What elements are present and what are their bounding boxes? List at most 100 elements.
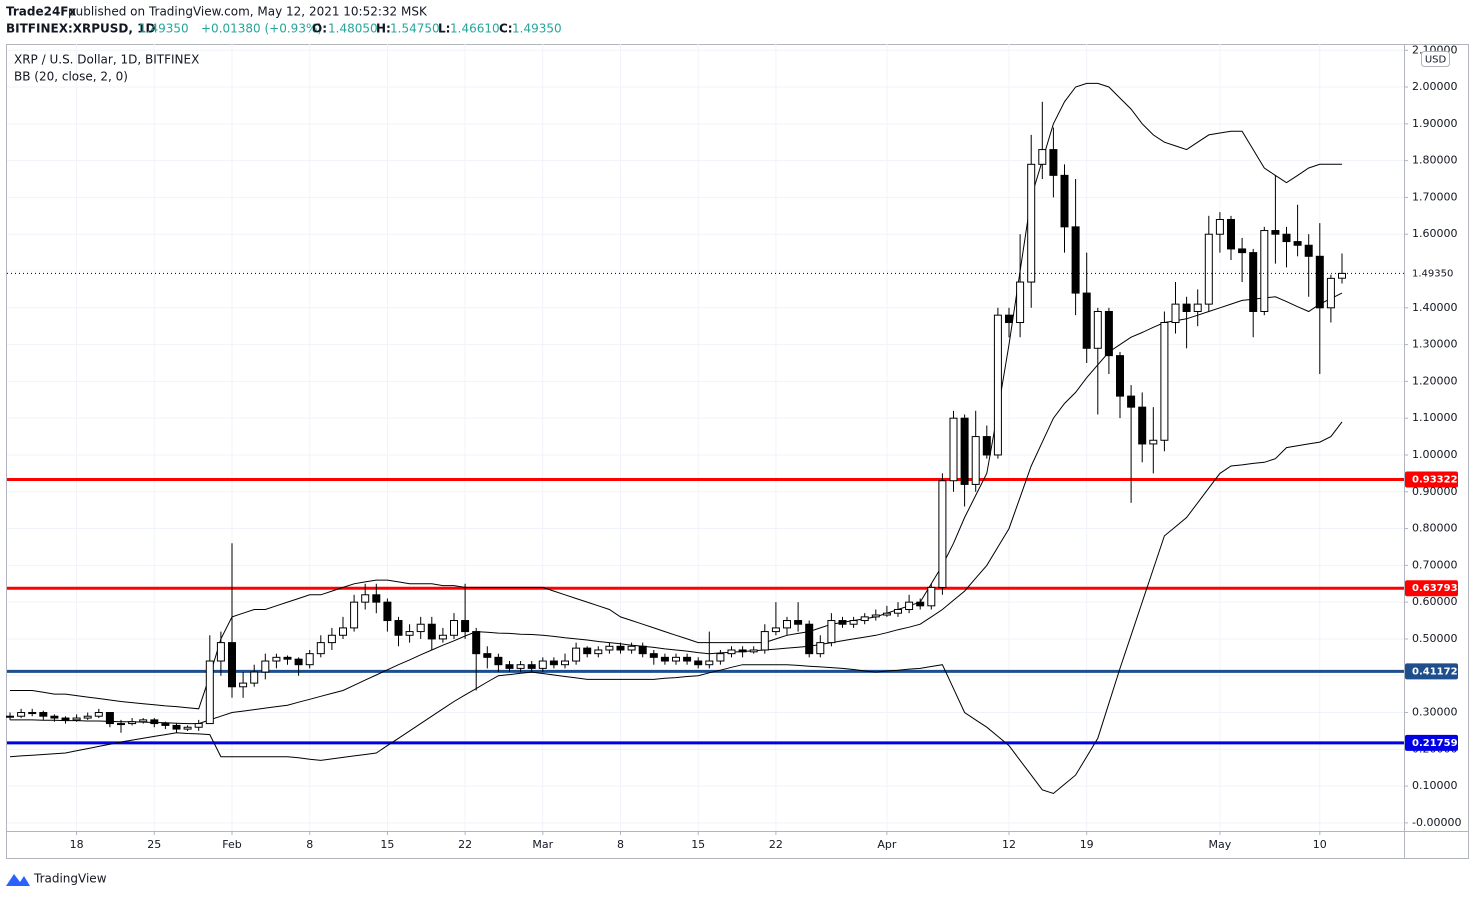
x-tick-label: Mar	[532, 838, 553, 851]
candle-body	[494, 656, 503, 666]
candle-body	[216, 642, 225, 662]
candle-body	[1082, 292, 1091, 349]
candle-body	[17, 712, 26, 717]
bb-basis	[10, 292, 1343, 725]
candle-body	[538, 660, 547, 669]
symbol-line: BITFINEX:XRPUSD, 1D 1.49350 +0.01380 (+0…	[6, 22, 562, 36]
last-price-tag	[1405, 265, 1458, 282]
candle-body	[760, 631, 769, 651]
candle-body	[205, 660, 214, 725]
level-tag	[1405, 663, 1458, 680]
candle-body	[128, 721, 137, 725]
candle-body	[405, 631, 414, 636]
candle-body	[1104, 310, 1113, 357]
candle-body	[1304, 244, 1313, 257]
y-tick-label: 0.50000	[1412, 632, 1458, 645]
level-label: 0.63793	[1412, 583, 1458, 594]
candle-body	[305, 653, 314, 666]
x-tick-label: 19	[1080, 838, 1094, 851]
candle-body	[1116, 355, 1124, 397]
candle-body	[39, 712, 48, 717]
candle-body	[894, 609, 902, 614]
candle-body	[683, 656, 692, 662]
l-label: L:	[438, 22, 450, 36]
h: 1.54750	[390, 22, 440, 36]
candle-body	[1271, 230, 1280, 235]
candle-body	[194, 723, 203, 728]
candle-body	[1016, 281, 1025, 324]
candle-body	[783, 620, 791, 629]
candle-body	[1149, 439, 1158, 445]
candle-body	[372, 594, 381, 603]
candle-body	[450, 620, 458, 636]
candle-body	[1293, 241, 1302, 246]
level-tag	[1405, 734, 1458, 751]
levels	[7, 478, 1404, 745]
candle-body	[250, 671, 259, 684]
y-tick-label: -0.00000	[1412, 816, 1461, 829]
level-label: 0.93322	[1412, 475, 1458, 486]
x-tick-label: 8	[306, 838, 313, 851]
candle-body	[1193, 303, 1202, 312]
candle-body	[849, 620, 858, 625]
candle-body	[327, 634, 336, 644]
candle-body	[771, 627, 780, 633]
candle-body	[816, 642, 825, 655]
x-tick-label: Apr	[877, 838, 897, 851]
y-tick-label: 0.80000	[1412, 522, 1458, 535]
candle-body	[605, 645, 614, 651]
legend-indicator: BB (20, close, 2, 0)	[14, 70, 128, 84]
candle-body	[927, 586, 936, 607]
candle-body	[505, 664, 514, 669]
candle-body	[860, 616, 869, 622]
candle-body	[572, 647, 581, 662]
last-price-label: 1.49350	[1412, 268, 1453, 279]
candle-body	[1127, 395, 1136, 408]
y-tick-label: 0.60000	[1412, 595, 1458, 608]
candle-body	[871, 614, 880, 618]
frame	[6, 44, 1469, 859]
candle-body	[394, 620, 403, 636]
y-tick-label: 1.80000	[1412, 154, 1458, 167]
y-tick-label: 1.00000	[1412, 448, 1458, 461]
candle-body	[150, 719, 159, 725]
candle-body	[694, 660, 703, 666]
candle-body	[1326, 277, 1335, 309]
candle-body	[105, 712, 114, 725]
logo-icon	[6, 874, 30, 886]
candle-body	[905, 601, 914, 611]
o-label: O:	[312, 22, 327, 36]
candle-body	[716, 653, 725, 662]
candle-body	[261, 660, 270, 673]
symbol: BITFINEX:XRPUSD, 1D	[6, 22, 155, 36]
candle-body	[172, 724, 181, 730]
candle-body	[738, 649, 747, 653]
candle-body	[239, 682, 248, 688]
candle-body	[1005, 314, 1013, 324]
candle-body	[827, 620, 836, 644]
candle-body	[1249, 252, 1258, 312]
x-tick-label: 22	[458, 838, 472, 851]
candle-body	[1060, 174, 1069, 228]
x-tick-label: 15	[380, 838, 394, 851]
brand: TradingView	[33, 872, 107, 886]
candle-body	[594, 649, 603, 655]
candle-body	[83, 715, 92, 719]
candle-body	[272, 656, 281, 662]
candle-body	[527, 664, 536, 669]
candle-body	[472, 631, 481, 655]
candle-body	[61, 717, 70, 721]
c: 1.49350	[512, 22, 562, 36]
x-tick-label: Feb	[222, 838, 241, 851]
y-tick-label: 1.60000	[1412, 227, 1458, 240]
candle-body	[438, 634, 447, 640]
candle-body	[949, 417, 958, 482]
candle-body	[960, 417, 969, 485]
candle-body	[1338, 272, 1346, 279]
candle-body	[28, 712, 37, 715]
candle-body	[1227, 219, 1235, 250]
logo: TradingView	[6, 872, 107, 886]
candle-body	[139, 719, 148, 723]
currency-box	[1421, 51, 1450, 67]
